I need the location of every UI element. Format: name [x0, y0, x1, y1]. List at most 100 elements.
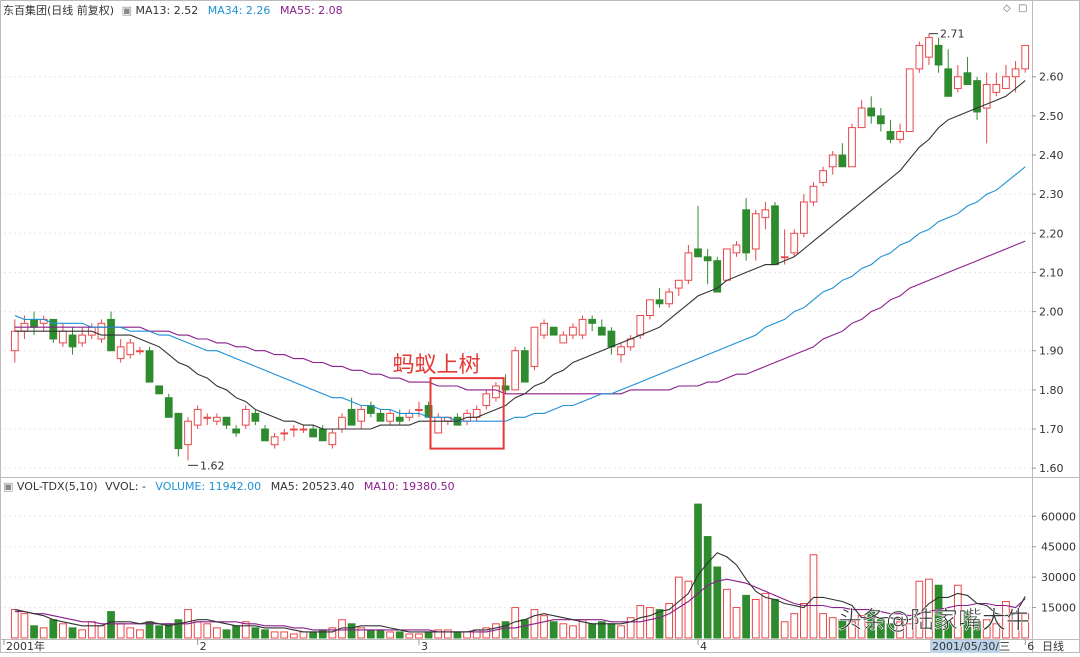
volume-bar: [213, 627, 221, 639]
date-tick-label: 2: [200, 640, 207, 653]
volume-bar: [39, 627, 48, 639]
volume-bar: [761, 592, 770, 639]
volume-bar: [299, 631, 308, 639]
diamond-icon[interactable]: ◇: [1003, 3, 1011, 14]
candle-body: [1002, 76, 1010, 89]
volume-bar: [723, 588, 731, 639]
candle-body: [703, 256, 712, 262]
price-tick-label: 2.20: [1039, 227, 1064, 240]
volume-bar: [569, 625, 577, 639]
volume-bar: [780, 621, 789, 639]
price-tick-label: 1.70: [1039, 423, 1064, 436]
candle-body: [415, 408, 423, 411]
volume-bar: [886, 623, 895, 639]
volume-bar: [646, 607, 654, 639]
candle: [944, 49, 953, 97]
volume-bar: [925, 578, 933, 639]
candle: [501, 374, 510, 394]
candle-body: [49, 318, 58, 340]
volume-bar: [896, 621, 904, 639]
candle: [492, 382, 500, 402]
volume-bar: [49, 619, 58, 639]
candle-body: [934, 44, 943, 66]
candle-body: [318, 428, 327, 442]
candle-body: [386, 412, 394, 422]
candle: [338, 413, 346, 433]
volume-bar: [309, 631, 317, 639]
candle: [222, 416, 231, 430]
volume-bar: [107, 611, 115, 639]
candle: [145, 346, 154, 383]
candle-body: [896, 131, 904, 140]
volume-bar: [790, 613, 799, 639]
candle: [1011, 61, 1020, 93]
volume-bar: [934, 584, 943, 639]
candle: [953, 64, 962, 93]
candle: [992, 72, 1001, 97]
candle: [1021, 44, 1030, 73]
candle: [107, 311, 115, 352]
volume-bar: [626, 617, 635, 639]
selected-date-label: 2001/05/30/三: [932, 640, 1010, 653]
volume-bar: [136, 629, 144, 639]
ma13-legend: MA13: 2.52: [135, 4, 199, 17]
candle-body: [732, 244, 741, 254]
volume-bar: [953, 584, 962, 639]
candle-body: [328, 432, 337, 446]
price-tick-label: 2.00: [1039, 306, 1064, 319]
candle: [164, 393, 173, 418]
candle: [386, 409, 394, 426]
ma55-legend: MA55: 2.08: [279, 4, 343, 17]
volume-bar: [424, 631, 433, 639]
candle: [299, 425, 308, 433]
candle-body: [944, 68, 953, 97]
candle-body: [540, 322, 548, 336]
price-tick-label: 1.80: [1039, 384, 1064, 397]
candle: [405, 409, 414, 422]
candle-body: [636, 315, 645, 336]
candle: [328, 429, 337, 449]
candle: [597, 319, 606, 336]
candle-body: [193, 408, 202, 426]
candle-body: [222, 416, 231, 426]
volume-legend-marker: ▣: [3, 480, 14, 493]
volume-bar: [809, 554, 818, 639]
candle: [540, 319, 548, 339]
volume-legend: ▣ VOL-TDX(5,10) VVOL: - VOLUME: 11942.00…: [3, 480, 455, 493]
candle: [290, 425, 298, 437]
volume-bar: [771, 598, 779, 639]
volume-bar: [617, 625, 625, 639]
square-icon[interactable]: ▢: [1018, 3, 1028, 14]
candle-body: [982, 84, 991, 109]
volume-bar: [559, 623, 568, 639]
candle-body: [723, 248, 731, 281]
volume-bar: [982, 619, 991, 639]
candle-body: [790, 232, 799, 254]
volume-bar: [386, 631, 394, 639]
candle: [751, 209, 760, 261]
candle: [261, 425, 269, 442]
candle: [270, 432, 279, 449]
volume-bar: [116, 623, 125, 639]
candle-body: [597, 326, 606, 336]
candle-body: [953, 76, 962, 89]
candle-body: [116, 346, 125, 360]
candle: [520, 346, 529, 383]
candle-body: [771, 205, 779, 266]
candle: [559, 331, 568, 344]
candle-body: [559, 334, 568, 344]
candle-body: [482, 393, 491, 407]
date-tick-label: 6: [1027, 640, 1034, 653]
candle-body: [617, 346, 625, 356]
candle: [905, 68, 914, 133]
volume-bar: [155, 625, 164, 639]
volume-ma10-line: [14, 578, 1026, 633]
price-legend: 东百集团(日线 前复权) ▣ MA13: 2.52 MA34: 2.26 MA5…: [3, 2, 343, 18]
candle-body: [867, 107, 876, 117]
candle-body: [578, 318, 587, 336]
candle-body: [925, 37, 933, 58]
candle: [694, 205, 702, 258]
